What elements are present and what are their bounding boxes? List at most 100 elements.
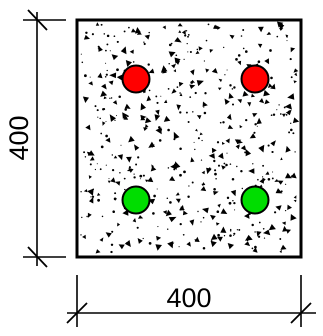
speckle <box>178 246 180 248</box>
speckle <box>151 164 155 168</box>
speckle <box>280 244 287 250</box>
speckle <box>188 185 190 187</box>
speckle <box>251 247 254 250</box>
speckle <box>284 209 287 212</box>
speckle <box>280 157 283 161</box>
speckle <box>226 69 228 71</box>
speckle <box>86 151 91 156</box>
speckle <box>168 62 170 65</box>
speckle <box>160 65 168 73</box>
speckle <box>156 188 158 190</box>
speckle <box>209 49 214 53</box>
speckle <box>105 164 107 166</box>
speckle <box>176 86 179 88</box>
speckle <box>91 33 94 36</box>
speckle <box>224 98 230 105</box>
speckle <box>147 63 150 66</box>
speckle <box>252 113 258 118</box>
speckle <box>189 50 192 54</box>
speckle <box>106 69 108 72</box>
speckle <box>134 144 140 151</box>
speckle <box>279 113 282 115</box>
speckle <box>148 242 152 245</box>
speckle <box>135 163 138 166</box>
speckle <box>190 69 195 76</box>
speckle <box>97 45 100 48</box>
speckle <box>100 90 108 97</box>
speckle <box>154 114 161 121</box>
speckle <box>126 168 131 172</box>
speckle <box>233 232 236 235</box>
speckle <box>210 233 218 240</box>
speckle <box>264 58 270 65</box>
speckle <box>120 144 122 146</box>
speckle <box>237 54 241 57</box>
speckle <box>293 68 299 73</box>
speckle <box>204 92 207 95</box>
top-left-bar <box>121 64 151 94</box>
speckle <box>177 23 183 27</box>
speckle <box>231 103 235 106</box>
speckle <box>237 60 242 66</box>
speckle <box>105 120 107 123</box>
speckle <box>249 133 256 139</box>
speckle <box>223 235 226 237</box>
speckle <box>202 247 206 250</box>
speckle <box>197 137 200 140</box>
speckle <box>226 113 232 121</box>
speckle <box>157 226 159 228</box>
speckle <box>272 171 274 173</box>
speckle <box>109 50 111 52</box>
speckle <box>142 237 144 240</box>
speckle <box>245 118 248 122</box>
speckle <box>95 249 101 254</box>
speckle <box>192 111 194 113</box>
speckle <box>230 189 236 197</box>
speckle <box>124 108 127 111</box>
speckle <box>123 177 126 180</box>
speckle <box>254 231 256 233</box>
speckle <box>179 147 182 150</box>
speckle <box>233 201 236 205</box>
speckle <box>214 169 217 172</box>
speckle <box>97 192 101 196</box>
speckle <box>290 122 292 124</box>
speckle <box>288 131 291 134</box>
speckle <box>273 211 277 214</box>
speckle <box>254 245 257 249</box>
speckle <box>101 215 104 218</box>
speckle <box>261 176 264 178</box>
speckle <box>89 196 94 204</box>
speckle <box>257 26 264 33</box>
speckle <box>228 201 232 205</box>
speckle <box>244 241 251 247</box>
speckle <box>122 112 128 119</box>
speckle <box>111 230 114 233</box>
speckle <box>248 168 255 174</box>
speckle <box>222 141 225 145</box>
speckle <box>182 210 188 216</box>
speckle <box>209 168 212 171</box>
speckle <box>293 199 297 203</box>
speckle <box>133 176 136 179</box>
speckle <box>201 139 203 142</box>
speckle <box>103 108 106 111</box>
speckle <box>162 25 166 30</box>
speckle <box>240 169 243 173</box>
speckle <box>217 233 220 237</box>
speckle <box>115 115 118 117</box>
speckle <box>276 35 279 38</box>
speckle <box>155 127 162 135</box>
speckle <box>251 223 254 227</box>
speckle <box>227 124 234 129</box>
speckle <box>237 99 242 104</box>
speckle <box>109 114 116 122</box>
speckle <box>88 81 93 86</box>
speckle <box>140 102 146 111</box>
speckle <box>119 171 121 174</box>
speckle <box>202 182 206 186</box>
speckle <box>287 93 295 100</box>
speckle <box>185 111 188 114</box>
speckle <box>171 63 176 69</box>
speckle <box>187 195 190 198</box>
